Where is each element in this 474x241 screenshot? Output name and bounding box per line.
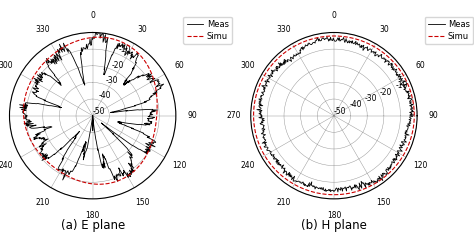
Simu <box>410 101 416 104</box>
Meas <box>407 114 413 117</box>
Meas <box>408 106 414 108</box>
Simu <box>288 181 293 184</box>
Simu <box>112 38 118 41</box>
Text: (a) E plane: (a) E plane <box>61 219 125 232</box>
Simu <box>89 36 95 39</box>
Meas <box>292 175 298 178</box>
Meas <box>143 123 149 126</box>
Meas <box>410 115 415 118</box>
Simu <box>43 158 48 161</box>
Line: Meas: Meas <box>257 37 414 192</box>
Meas <box>90 114 96 117</box>
Meas <box>380 179 386 182</box>
Meas <box>90 38 96 41</box>
Simu <box>90 36 96 39</box>
Legend: Meas, Simu: Meas, Simu <box>183 17 232 44</box>
Meas <box>344 40 350 42</box>
Meas <box>38 147 44 150</box>
Line: Simu: Simu <box>254 36 414 195</box>
Simu <box>411 105 417 108</box>
Legend: Meas, Simu: Meas, Simu <box>425 17 473 44</box>
Simu <box>389 59 394 61</box>
Simu <box>153 125 158 128</box>
Meas <box>89 36 95 39</box>
Meas <box>93 31 99 34</box>
Simu <box>276 172 282 175</box>
Simu <box>99 36 104 39</box>
Simu <box>411 115 417 118</box>
Meas <box>110 111 116 114</box>
Meas <box>319 37 325 40</box>
Line: Meas: Meas <box>19 33 164 181</box>
Line: Simu: Simu <box>24 37 157 184</box>
Meas <box>100 32 106 34</box>
Simu <box>318 36 324 39</box>
Simu <box>153 123 159 126</box>
Meas <box>45 157 50 160</box>
Meas <box>281 167 287 170</box>
Simu <box>142 60 148 63</box>
Simu <box>411 114 417 117</box>
Simu <box>35 149 40 152</box>
Simu <box>331 193 337 196</box>
Meas <box>289 60 294 63</box>
Meas <box>385 63 391 66</box>
Simu <box>155 103 160 106</box>
Meas <box>121 82 127 85</box>
Simu <box>344 36 350 39</box>
Text: (b) H plane: (b) H plane <box>301 219 367 232</box>
